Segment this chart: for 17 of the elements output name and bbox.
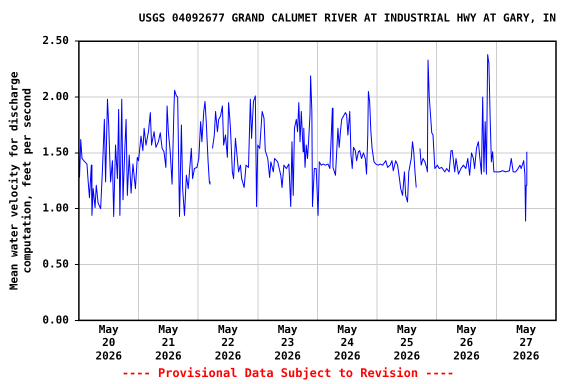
x-tick-label: May 22 2026 xyxy=(214,322,242,362)
text: ---- Provisional Data Subject to Revision ---- xyxy=(120,366,456,380)
x-tick-label: May 21 2026 xyxy=(155,322,182,362)
y-tick-label: 0.00 xyxy=(42,313,69,326)
y-tick-label: 2.50 xyxy=(42,34,69,48)
x-tick-label: May 20 2026 xyxy=(95,322,122,362)
x-tick-label: May 26 2026 xyxy=(453,322,480,362)
y-axis-title: Mean water velocity for discharge computation, feet per second xyxy=(7,71,34,290)
x-tick-label: May 25 2026 xyxy=(394,322,421,362)
y-tick-label: 1.50 xyxy=(42,146,69,159)
y-tick-label: 0.50 xyxy=(42,257,69,270)
y-tick-label: 2.00 xyxy=(42,90,69,103)
chart-title: USGS 04092677 GRAND CALUMET RIVER AT INDUSTRIAL HWY AT GARY, IN xyxy=(138,11,556,24)
y-tick-label: 1.00 xyxy=(42,202,69,215)
x-tick-label: May 24 2026 xyxy=(334,322,361,362)
x-tick-label: May 23 2026 xyxy=(274,322,302,362)
x-tick-label: May 27 2026 xyxy=(512,322,540,362)
